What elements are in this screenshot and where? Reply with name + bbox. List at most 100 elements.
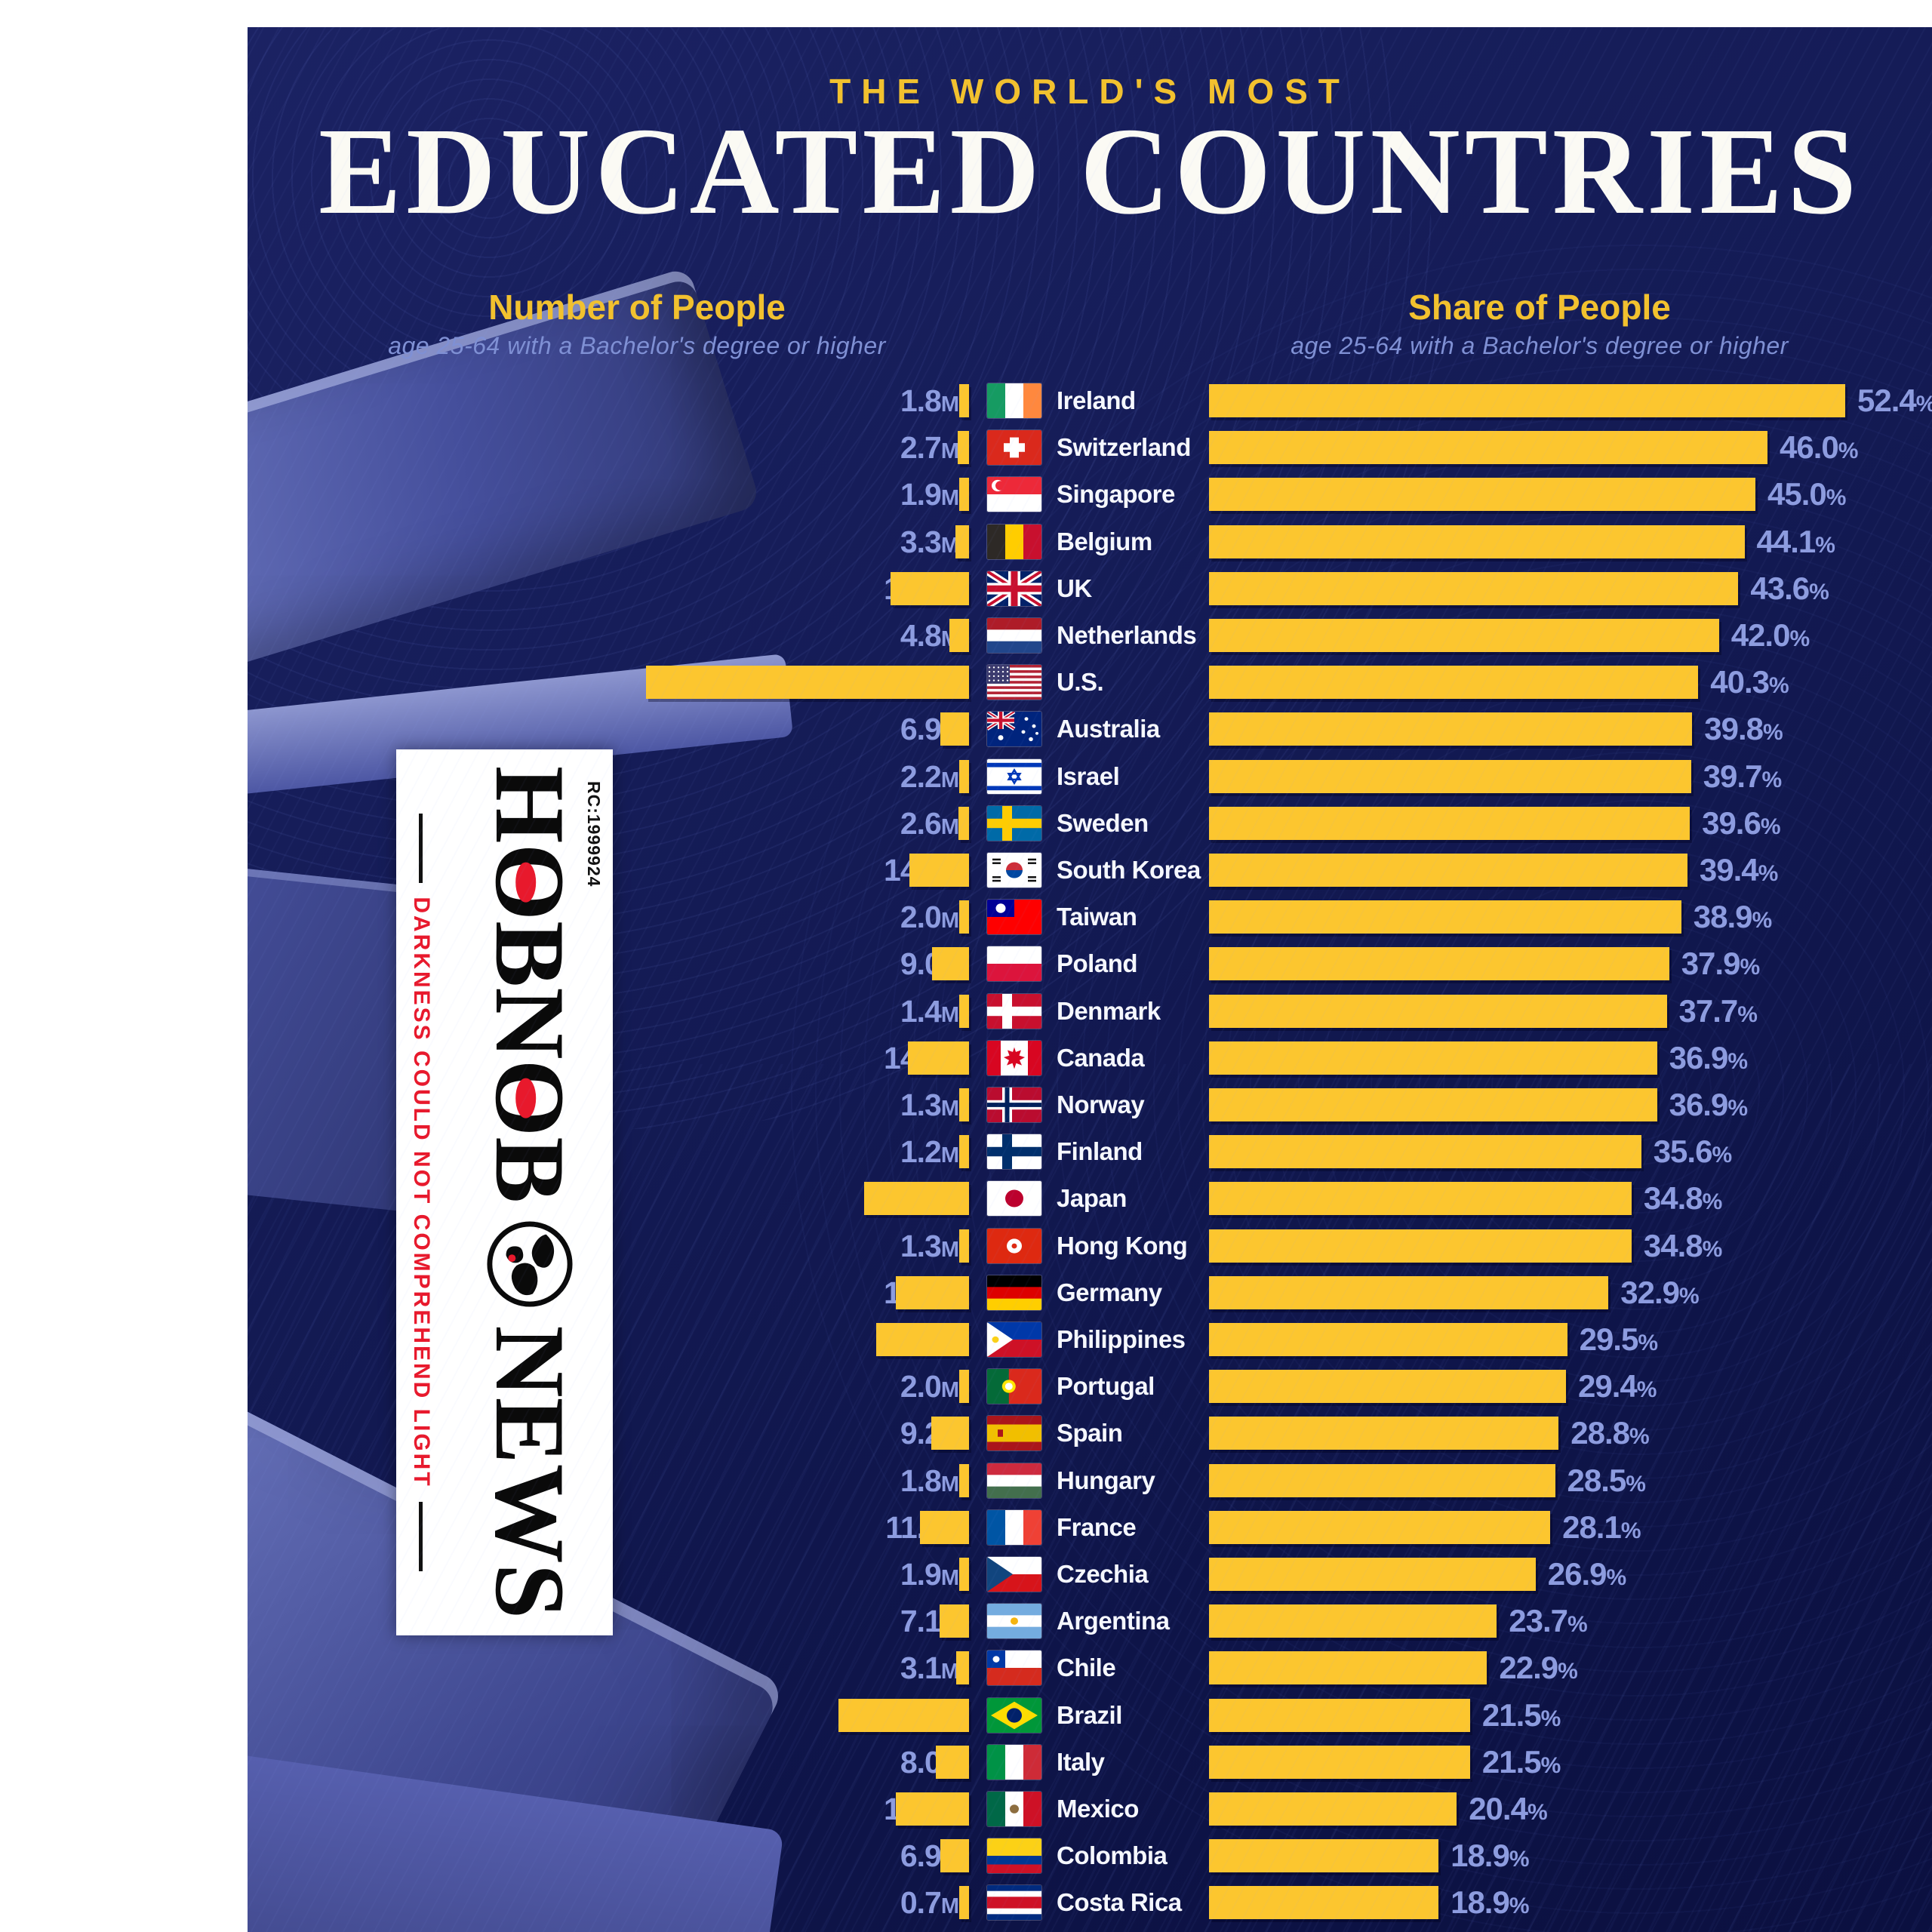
country-name-taiwan: Taiwan <box>1057 903 1137 931</box>
globe-icon <box>487 1221 573 1307</box>
count-bar-uk <box>890 571 969 605</box>
share-label-germany: 32.9% <box>1620 1274 1699 1310</box>
country-row-chile: 3.1M Chile 22.9% <box>248 1644 1932 1691</box>
ireland-flag-icon <box>987 383 1041 418</box>
count-bar-mexico <box>895 1792 969 1826</box>
share-bar-hong-kong <box>1209 1229 1632 1263</box>
share-label-france: 28.1% <box>1562 1509 1641 1545</box>
belgium-flag-icon <box>987 524 1041 559</box>
country-name-south-korea: South Korea <box>1057 856 1201 884</box>
country-row-u-s: 78.2MU.S.40.3% <box>248 659 1932 706</box>
share-label-finland: 35.6% <box>1653 1134 1732 1170</box>
canada-flag-icon <box>987 1040 1041 1075</box>
italy-flag-icon <box>987 1744 1041 1780</box>
country-name-germany: Germany <box>1057 1278 1162 1306</box>
country-row-belgium: 3.3M Belgium 44.1% <box>248 518 1932 565</box>
share-bar-netherlands <box>1209 619 1719 652</box>
norway-flag-icon <box>987 1088 1041 1122</box>
country-row-canada: 14.8MCanada36.9% <box>248 1035 1932 1081</box>
share-bar-chile <box>1209 1651 1487 1685</box>
page-title: EDUCATED COUNTRIES <box>318 102 1861 240</box>
country-name-belgium: Belgium <box>1057 527 1152 555</box>
count-label-belgium: 3.3M <box>900 524 959 559</box>
country-row-france: 11.8MFrance28.1% <box>248 1504 1932 1551</box>
count-label-costa-rica: 0.7M <box>900 1885 959 1921</box>
share-label-u-s: 40.3% <box>1710 664 1789 700</box>
country-name-sweden: Sweden <box>1057 808 1149 837</box>
country-row-sweden: 2.6M Sweden 39.6% <box>248 800 1932 847</box>
country-name-canada: Canada <box>1057 1043 1145 1072</box>
country-row-argentina: 7.1MArgentina23.7% <box>248 1598 1932 1644</box>
share-label-australia: 39.8% <box>1704 711 1783 747</box>
country-name-u-s: U.S. <box>1057 668 1104 697</box>
country-row-philippines: 22.4MPhilippines29.5% <box>248 1316 1932 1363</box>
share-label-argentina: 23.7% <box>1509 1603 1587 1639</box>
share-label-ireland: 52.4% <box>1857 383 1932 418</box>
share-bar-philippines <box>1209 1323 1567 1356</box>
portugal-flag-icon <box>987 1369 1041 1404</box>
country-row-norway: 1.3M Norway 36.9% <box>248 1081 1932 1128</box>
share-label-belgium: 44.1% <box>1756 523 1835 559</box>
tagline-dash <box>419 814 423 884</box>
country-row-italy: 8.0MItaly21.5% <box>248 1739 1932 1786</box>
share-bar-brazil <box>1209 1698 1470 1732</box>
share-bar-japan <box>1209 1182 1632 1216</box>
country-row-czechia: 1.9M Czechia 26.9% <box>248 1551 1932 1598</box>
country-name-norway: Norway <box>1057 1091 1145 1118</box>
share-bar-finland <box>1209 1135 1641 1169</box>
country-name-portugal: Portugal <box>1057 1372 1155 1401</box>
count-label-portugal: 2.0M <box>900 1369 959 1404</box>
share-label-denmark: 37.7% <box>1678 992 1758 1029</box>
country-row-hungary: 1.8M Hungary 28.5% <box>248 1457 1932 1504</box>
country-name-uk: UK <box>1057 574 1092 602</box>
share-bar-italy <box>1209 1745 1470 1779</box>
country-name-czechia: Czechia <box>1057 1560 1149 1588</box>
country-name-japan: Japan <box>1057 1184 1127 1213</box>
country-row-singapore: 1.9M Singapore 45.0% <box>248 471 1932 518</box>
mexico-flag-icon <box>987 1792 1041 1826</box>
count-bar-sweden <box>958 806 969 840</box>
share-label-israel: 39.7% <box>1703 758 1782 794</box>
share-bar-costa-rica <box>1209 1886 1439 1920</box>
tagline-text: DARKNESS COULD NOT COMPREHEND LIGHT <box>409 897 434 1488</box>
finland-flag-icon <box>987 1134 1041 1170</box>
netherlands-flag-icon <box>987 618 1041 653</box>
share-bar-israel <box>1209 759 1691 793</box>
israel-flag-icon <box>987 758 1041 794</box>
country-name-france: France <box>1057 1512 1137 1541</box>
infographic-panel: THE WORLD'S MOST EDUCATED COUNTRIES Numb… <box>248 27 1932 1932</box>
country-row-portugal: 2.0M Portugal 29.4% <box>248 1363 1932 1410</box>
country-row-hong-kong: 1.3M Hong Kong 34.8% <box>248 1223 1932 1269</box>
singapore-flag-icon <box>987 477 1041 512</box>
share-label-mexico: 20.4% <box>1469 1791 1547 1826</box>
philippines-flag-icon <box>987 1322 1041 1357</box>
country-name-mexico: Mexico <box>1057 1795 1139 1823</box>
country-name-netherlands: Netherlands <box>1057 621 1197 649</box>
count-label-hungary: 1.8M <box>900 1463 959 1498</box>
country-row-brazil: 31.6MBrazil21.5% <box>248 1692 1932 1739</box>
share-label-netherlands: 42.0% <box>1730 617 1810 653</box>
share-bar-denmark <box>1209 994 1667 1028</box>
country-row-mexico: 17.8MMexico20.4% <box>248 1786 1932 1832</box>
colombia-flag-icon <box>987 1838 1041 1874</box>
country-row-costa-rica: 0.7M Costa Rica 18.9% <box>248 1879 1932 1926</box>
count-bar-chile <box>956 1651 969 1685</box>
share-label-japan: 34.8% <box>1643 1180 1722 1217</box>
left-column-header: Number of People <box>488 288 786 327</box>
hong-kong-flag-icon <box>987 1228 1041 1263</box>
country-row-australia: 6.9MAustralia39.8% <box>248 706 1932 752</box>
brazil-flag-icon <box>987 1697 1041 1733</box>
share-bar-taiwan <box>1209 900 1681 934</box>
share-bar-belgium <box>1209 525 1745 558</box>
south-korea-flag-icon <box>987 853 1041 888</box>
country-name-philippines: Philippines <box>1057 1325 1186 1353</box>
share-bar-colombia <box>1209 1839 1439 1873</box>
count-bar-hong-kong <box>959 1229 969 1263</box>
share-bar-czechia <box>1209 1558 1536 1591</box>
count-bar-poland <box>931 947 969 981</box>
count-label-israel: 2.2M <box>900 758 959 794</box>
